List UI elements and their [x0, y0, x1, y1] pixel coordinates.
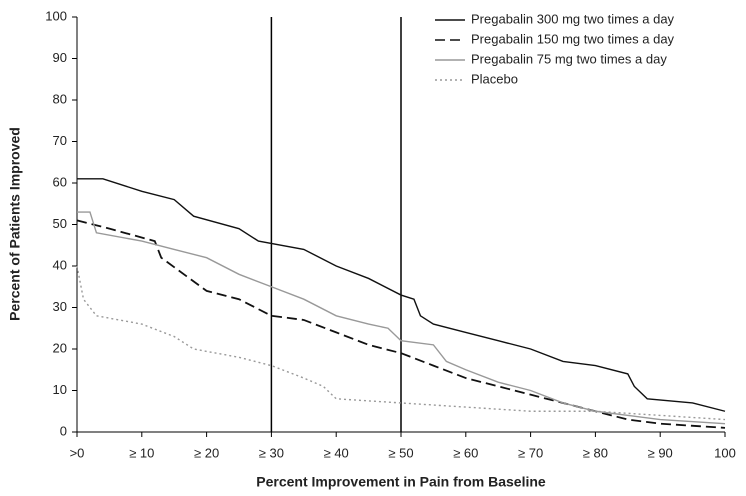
y-tick-label: 50: [53, 216, 67, 231]
y-axis-title: Percent of Patients Improved: [7, 127, 23, 321]
legend-label: Pregabalin 150 mg two times a day: [471, 31, 675, 46]
series-line: [77, 211, 726, 425]
series-line: [76, 265, 726, 421]
series-line: [77, 178, 726, 412]
x-tick-label: 100: [714, 445, 736, 460]
x-tick-label: ≥ 30: [259, 445, 284, 460]
legend-label: Pregabalin 300 mg two times a day: [471, 11, 675, 26]
y-tick-label: 80: [53, 91, 67, 106]
legend-label: Pregabalin 75 mg two times a day: [471, 51, 667, 66]
legend-label: Placebo: [471, 71, 518, 86]
x-tick-label: ≥ 50: [388, 445, 413, 460]
x-tick-label: ≥ 90: [648, 445, 673, 460]
x-axis-title: Percent Improvement in Pain from Baselin…: [256, 474, 546, 490]
x-tick-label: ≥ 40: [324, 445, 349, 460]
y-tick-label: 0: [60, 423, 67, 438]
x-tick-label: ≥ 20: [194, 445, 219, 460]
x-tick-label: >0: [70, 445, 85, 460]
y-tick-label: 10: [53, 382, 67, 397]
x-tick-label: ≥ 70: [518, 445, 543, 460]
x-tick-label: ≥ 10: [129, 445, 154, 460]
y-tick-label: 90: [53, 50, 67, 65]
y-tick-label: 60: [53, 174, 67, 189]
y-tick-label: 70: [53, 133, 67, 148]
y-tick-label: 30: [53, 299, 67, 314]
y-tick-label: 40: [53, 257, 67, 272]
y-tick-label: 100: [45, 8, 67, 23]
x-tick-label: ≥ 60: [453, 445, 478, 460]
x-tick-label: ≥ 80: [583, 445, 608, 460]
y-tick-label: 20: [53, 340, 67, 355]
